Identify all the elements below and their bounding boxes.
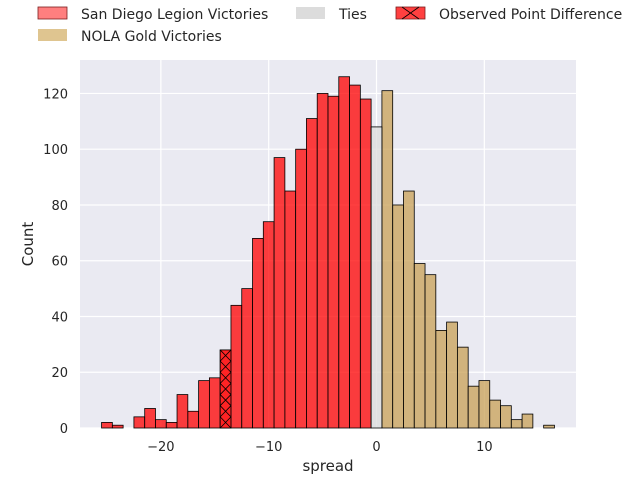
legend-swatch (296, 7, 325, 19)
bar-nola (435, 330, 448, 429)
legend-swatch (37, 6, 68, 20)
bar-legion (101, 422, 113, 429)
bar-nola (381, 90, 394, 429)
bar-legion (144, 408, 156, 429)
bar-legion (165, 422, 178, 429)
x-tick-label: 0 (372, 440, 380, 455)
bar-legion (262, 221, 275, 429)
bar-legion (349, 84, 361, 429)
hatch-line (219, 405, 232, 418)
y-axis-label: Count (19, 222, 37, 267)
bar-legion (252, 238, 264, 429)
x-tick-label: −20 (147, 440, 174, 455)
x-tick-label: −10 (255, 440, 282, 455)
y-tick-label: 80 (51, 199, 68, 214)
bar-legion (295, 148, 307, 429)
y-tick-label: 100 (43, 143, 68, 158)
bar-nola (467, 385, 480, 429)
y-tick-label: 120 (43, 87, 68, 102)
bar-legion (230, 304, 243, 429)
x-tick-labels: −20 −10 0 10 (147, 440, 492, 455)
bar-legion (359, 98, 372, 429)
legend-label: NOLA Gold Victories (81, 29, 222, 45)
bars (101, 76, 555, 429)
bar-tie (370, 126, 383, 429)
legend-label: Ties (338, 7, 367, 23)
y-tick-label: 20 (51, 366, 68, 381)
bar-legion (284, 190, 297, 429)
hatch-line (219, 349, 232, 362)
bar-nola (424, 274, 437, 429)
bar-legion (133, 416, 146, 429)
hatch-line (219, 360, 232, 373)
bar-legion (176, 394, 189, 429)
legend-label: Observed Point Difference (439, 7, 622, 23)
bar-legion (306, 118, 318, 429)
bar-nola (500, 405, 512, 429)
bar-nola (510, 419, 523, 429)
bar-nola (478, 380, 491, 429)
bar-legion (327, 95, 340, 429)
x-axis-label: spread (302, 457, 353, 475)
bar-legion (316, 93, 329, 429)
bar-legion (111, 424, 124, 429)
bar-legion (155, 419, 167, 429)
y-tick-label: 60 (51, 255, 68, 270)
bar-legion (338, 76, 350, 429)
legend-swatch (38, 29, 67, 41)
y-tick-labels: 0 20 40 60 80 100 120 (43, 87, 68, 437)
bar-legion (273, 157, 286, 429)
y-tick-label: 0 (60, 422, 68, 437)
bar-nola (456, 346, 469, 429)
y-tick-label: 40 (51, 310, 68, 325)
legend: San Diego Legion Victories NOLA Gold Vict… (37, 6, 622, 45)
bar-legion (241, 288, 253, 429)
bar-nola (521, 413, 534, 429)
bar-nola (403, 190, 415, 429)
hatch-line (219, 371, 232, 384)
hatch-line (219, 416, 232, 429)
bar-nola (446, 321, 458, 429)
bar-legion (187, 410, 200, 429)
hatch-line (219, 383, 232, 395)
bar-nola (392, 204, 404, 429)
bar-legion (208, 377, 221, 429)
hatch-line (219, 394, 232, 406)
bar-nola (413, 263, 426, 429)
legend-label: San Diego Legion Victories (81, 7, 268, 23)
bar-legion (198, 380, 210, 429)
legend-hatch (401, 6, 420, 20)
bar-nola (489, 399, 501, 429)
x-tick-label: 10 (476, 440, 493, 455)
bar-nola (543, 424, 555, 429)
